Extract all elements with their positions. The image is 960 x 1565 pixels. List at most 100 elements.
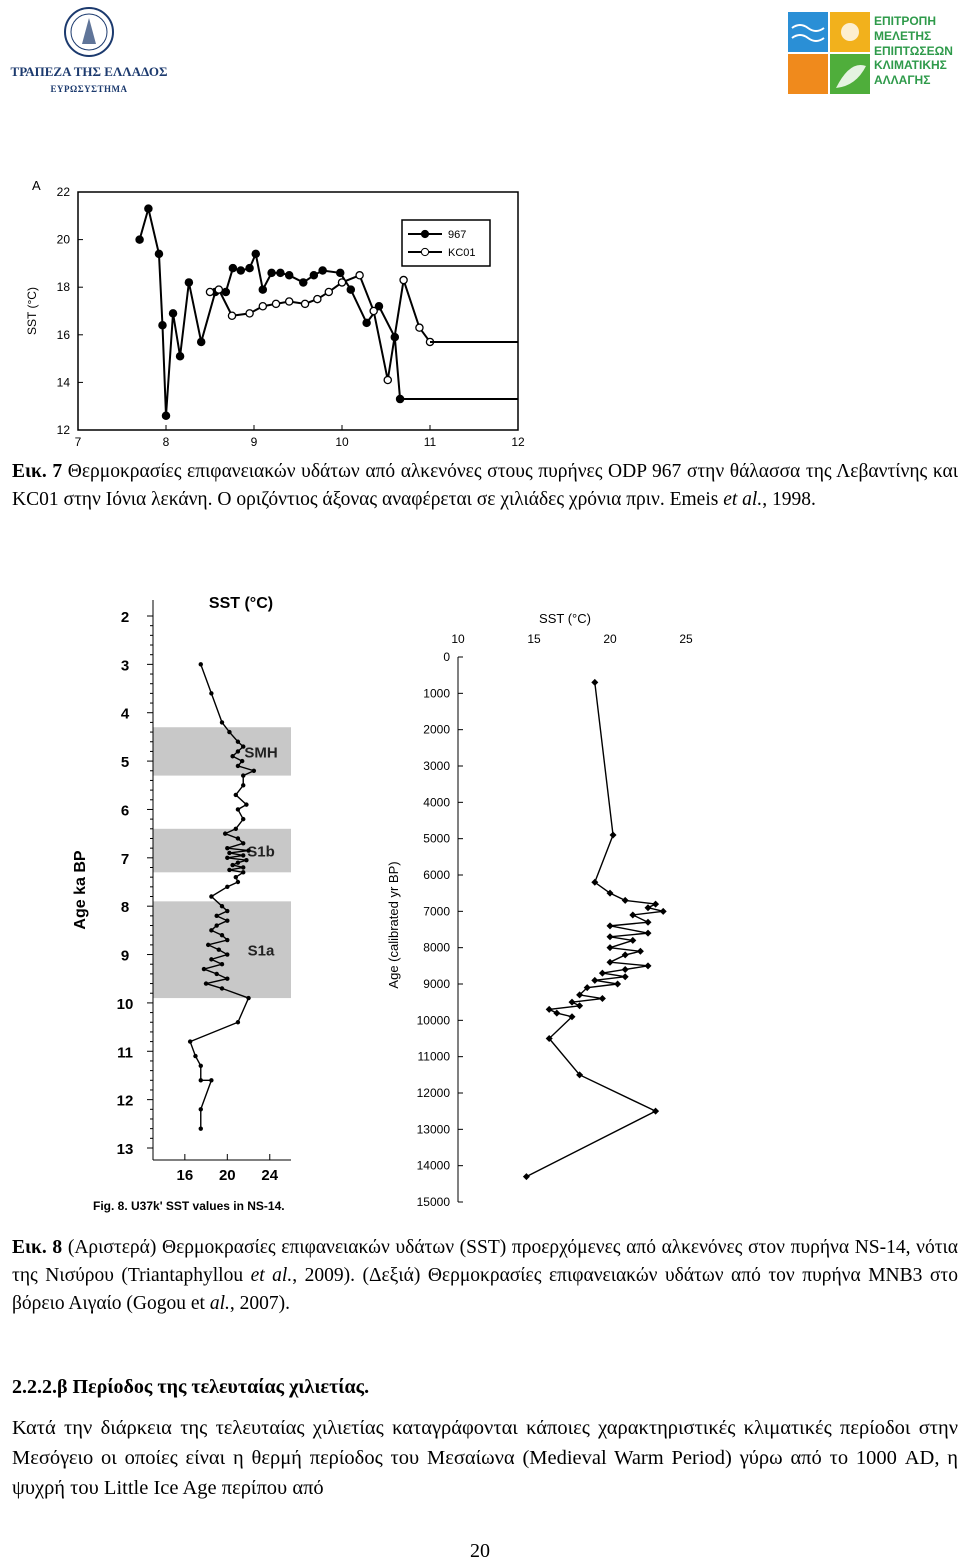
data-point bbox=[246, 848, 251, 853]
data-point bbox=[545, 1005, 553, 1013]
data-point bbox=[184, 278, 194, 287]
x-tick-label: 24 bbox=[261, 1167, 278, 1184]
data-point bbox=[214, 913, 219, 919]
data-point bbox=[225, 845, 230, 851]
x-tick-label: 20 bbox=[603, 632, 617, 646]
data-point bbox=[245, 263, 254, 273]
x-tick-label: 16 bbox=[177, 1167, 194, 1184]
data-point bbox=[545, 1035, 553, 1042]
data-point bbox=[629, 936, 637, 944]
data-point bbox=[225, 884, 230, 890]
data-point bbox=[318, 266, 327, 275]
caption-etal: et al. bbox=[250, 1265, 293, 1286]
section-heading: 2.2.2.β Περίοδος της τελευταίας χιλιετία… bbox=[12, 1376, 370, 1398]
data-point bbox=[198, 662, 203, 667]
x-axis-label: SST (°C) bbox=[209, 595, 273, 612]
data-point bbox=[135, 235, 144, 244]
x-tick-label: 12 bbox=[511, 435, 525, 449]
data-point bbox=[251, 768, 257, 773]
plot-frame bbox=[77, 191, 519, 431]
data-point bbox=[230, 754, 235, 759]
data-point bbox=[235, 836, 241, 841]
committee-line: ΕΠΙΤΡΟΠΗ bbox=[874, 14, 937, 28]
data-point bbox=[225, 855, 230, 861]
data-point bbox=[522, 1173, 530, 1181]
data-point bbox=[196, 337, 206, 347]
caption-label: Εικ. bbox=[12, 461, 47, 482]
y-tick-label: 14000 bbox=[417, 1159, 451, 1173]
bank-seal-icon bbox=[64, 7, 114, 57]
data-point bbox=[652, 900, 660, 908]
data-point bbox=[276, 268, 285, 278]
data-point bbox=[175, 351, 185, 361]
caption-text: Θερμοκρασίες επιφανειακών υδάτων από αλκ… bbox=[12, 461, 959, 510]
data-point bbox=[614, 980, 622, 988]
data-point bbox=[154, 249, 164, 259]
data-point bbox=[209, 957, 214, 962]
caption-text: , 1998. bbox=[762, 489, 816, 510]
y-tick-label: 6000 bbox=[423, 868, 450, 882]
data-point bbox=[219, 933, 225, 938]
data-point bbox=[222, 831, 228, 836]
caption-etal: al. bbox=[209, 1293, 230, 1314]
data-point bbox=[227, 850, 232, 856]
data-point bbox=[598, 995, 606, 1003]
data-point bbox=[267, 268, 276, 278]
legend-label: KC01 bbox=[448, 247, 476, 259]
y-tick-label: 13000 bbox=[417, 1122, 451, 1136]
data-point bbox=[241, 870, 246, 875]
figure-7-chart: 7 8 9 10 11 12 12 14 16 18 20 22 A SST (°C) 967 KC01 bbox=[25, 178, 525, 449]
caption-etal: et al. bbox=[723, 489, 763, 510]
data-point bbox=[324, 287, 334, 297]
data-point bbox=[583, 984, 591, 992]
data-point bbox=[609, 831, 617, 839]
data-point bbox=[399, 275, 408, 285]
y-tick-label: 7000 bbox=[423, 904, 450, 918]
data-point bbox=[219, 720, 225, 725]
y-tick-label: 12 bbox=[117, 1093, 134, 1110]
data-point bbox=[209, 1078, 214, 1083]
figure-8-caption: Εικ. 8 (Αριστερά) Θερμοκρασίες επιφανεια… bbox=[12, 1234, 958, 1318]
data-point bbox=[221, 287, 231, 297]
x-tick-label: 25 bbox=[679, 632, 693, 646]
data-point bbox=[241, 853, 246, 858]
y-tick-label: 1000 bbox=[423, 686, 450, 700]
data-point bbox=[415, 323, 424, 332]
data-point bbox=[144, 204, 153, 213]
section-body: Κατά την διάρκεια της τελευταίας χιλιετί… bbox=[12, 1417, 958, 1499]
data-point bbox=[606, 944, 614, 952]
data-point bbox=[219, 962, 225, 967]
data-point bbox=[209, 928, 214, 933]
data-point bbox=[362, 318, 371, 328]
data-point bbox=[591, 878, 599, 886]
y-tick-label: 2000 bbox=[423, 723, 450, 737]
data-point bbox=[553, 1009, 561, 1017]
y-tick-label: 9000 bbox=[423, 977, 450, 991]
y-axis-label: Age ka BP bbox=[72, 850, 89, 929]
committee-emblem-icon bbox=[788, 12, 870, 94]
y-tick-label: 13 bbox=[117, 1141, 134, 1158]
committee-name: ΕΠΙΤΡΟΠΗ ΜΕΛΕΤΗΣ ΕΠΙΠΤΩΣΕΩΝ ΚΛΙΜΑΤΙΚΗΣ Α… bbox=[874, 14, 958, 88]
figure-8-right-chart: 0 1000 2000 3000 4000 5000 6000 7000 8000 9000 100… bbox=[386, 611, 693, 1209]
data-point bbox=[214, 285, 224, 294]
bank-of-greece-logo: ΤΡΑΠΕΖΑ ΤΗΣ ΕΛΛΑΔΟΣ ΕΥΡΩΣΥΣΤΗΜΑ bbox=[4, 4, 174, 96]
y-tick-label: 5 bbox=[121, 754, 129, 771]
data-point bbox=[606, 933, 614, 941]
data-point bbox=[214, 923, 219, 928]
data-point bbox=[591, 976, 599, 984]
data-point bbox=[576, 1002, 584, 1010]
data-point bbox=[644, 929, 652, 937]
data-point bbox=[227, 311, 237, 321]
y-axis-label: SST (°C) bbox=[25, 287, 39, 335]
caption-label: Εικ. bbox=[12, 1237, 47, 1258]
caption-number: 8 bbox=[52, 1237, 63, 1258]
y-tick-label: 22 bbox=[57, 185, 71, 199]
x-tick-label: 11 bbox=[424, 435, 437, 449]
data-point bbox=[374, 301, 384, 311]
series-line bbox=[138, 204, 402, 416]
data-point bbox=[576, 1071, 584, 1079]
data-point bbox=[636, 947, 644, 955]
bank-subtitle: ΕΥΡΩΣΥΣΤΗΜΑ bbox=[50, 84, 128, 94]
data-point bbox=[591, 678, 599, 686]
x-tick-label: 7 bbox=[75, 435, 82, 449]
